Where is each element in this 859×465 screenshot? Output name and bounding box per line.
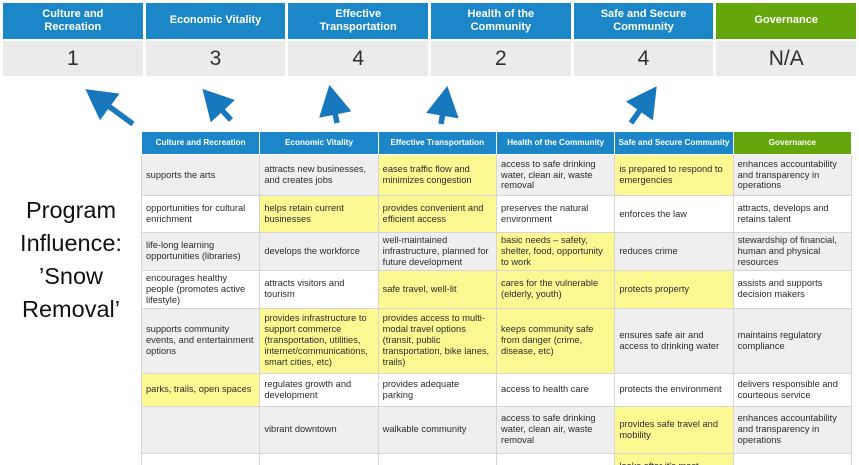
matrix-cell-highlighted: provides convenient and efficient access [377, 195, 497, 233]
summary-header-effective-transportation: Effective Transportation [288, 3, 429, 39]
matrix-cell: reduces crime [614, 232, 734, 271]
arrow-economic-icon [202, 88, 236, 123]
matrix-cell: assists and supports decision makers [732, 269, 853, 309]
matrix-cell: protects the environment [614, 372, 734, 407]
matrix-cell [140, 405, 261, 454]
summary-score-health-of-the-community: 2 [431, 41, 571, 76]
matrix-cell-highlighted: provides access to multi-modal travel op… [377, 307, 497, 374]
arrow-health-icon [426, 85, 459, 125]
summary-score-governance: N/A [716, 41, 857, 76]
summary-header-health-of-the-community: Health of the Community [431, 3, 571, 39]
matrix-header-economic-vitality: Economic Vitality [259, 131, 379, 155]
matrix-cell-highlighted: basic needs – safety, shelter, food, opp… [495, 232, 616, 271]
matrix-cell: access to safe drinking water, clean air… [495, 154, 616, 196]
summary-score-culture-and-recreation: 1 [3, 41, 143, 76]
influence-matrix: Culture and Recreation Economic Vitality E… [140, 131, 853, 465]
matrix-header-safe-and-secure-community: Safe and Secure Community [614, 131, 734, 155]
matrix-cell: maintains regulatory compliance [732, 307, 853, 374]
program-label-line: Program [25, 197, 117, 223]
matrix-cell: provides adequate parking [377, 372, 497, 407]
program-label-line: Influence: [20, 229, 122, 256]
matrix-cell [377, 452, 497, 465]
matrix-header-effective-transportation: Effective Transportation [377, 131, 497, 155]
matrix-cell-highlighted: is prepared to respond to emergencies [614, 154, 734, 196]
matrix-cell: stewardship of financial, human and phys… [732, 232, 853, 271]
matrix-row: supports the arts attracts new businesses… [140, 154, 853, 196]
matrix-header-culture-and-recreation: Culture and Recreation [140, 131, 261, 155]
matrix-row: encourages healthy people (promotes acti… [140, 269, 853, 309]
matrix-cell-highlighted: eases traffic flow and minimizes congest… [377, 154, 497, 196]
matrix-cell: vibrant downtown [259, 405, 379, 454]
program-label-line: ’Snow [38, 262, 103, 289]
matrix-cell: access to health care [495, 372, 616, 407]
matrix-cell: supports community events, and entertain… [140, 307, 261, 374]
matrix-cell-highlighted: cares for the vulnerable (elderly, youth… [495, 269, 616, 309]
matrix-cell: well-maintained infrastructure, planned … [377, 232, 497, 271]
matrix-cell-highlighted: provides infrastructure to support comme… [259, 307, 379, 374]
arrow-safe-icon [625, 86, 657, 125]
matrix-row: life-long learning opportunities (librar… [140, 232, 853, 271]
matrix-row: looks after it's most vulnerable [140, 452, 853, 465]
matrix-cell-highlighted: parks, trails, open spaces [140, 372, 261, 407]
matrix-cell: attracts, develops and retains talent [732, 195, 853, 233]
matrix-cell [732, 452, 853, 465]
matrix-row: supports community events, and entertain… [140, 307, 853, 374]
matrix-cell: encourages healthy people (promotes acti… [140, 269, 261, 309]
matrix-cell: supports the arts [140, 154, 261, 196]
arrow-culture-icon [85, 89, 135, 127]
matrix-cell: enhances accountability and transparency… [732, 154, 853, 196]
arrow-transportation-icon [319, 84, 352, 124]
matrix-cell-highlighted: looks after it's most vulnerable [614, 452, 734, 465]
matrix-row: vibrant downtown walkable community access… [140, 405, 853, 454]
matrix-cell: regulates growth and development [259, 372, 379, 407]
summary-score-effective-transportation: 4 [288, 41, 429, 76]
matrix-body: supports the arts attracts new businesses… [140, 154, 853, 465]
matrix-cell-highlighted: safe travel, well-lit [377, 269, 497, 309]
program-influence-label: Program Influence: ’Snow Removal’ [2, 194, 140, 326]
matrix-cell [259, 452, 379, 465]
matrix-cell [495, 452, 616, 465]
summary-score-safe-and-secure-community: 4 [573, 41, 714, 76]
matrix-cell: enforces the law [614, 195, 734, 233]
matrix-header-governance: Governance [732, 131, 853, 155]
matrix-cell: preserves the natural environment [495, 195, 616, 233]
matrix-cell-highlighted: keeps community safe from danger (crime,… [495, 307, 616, 374]
program-label-line: Removal’ [22, 295, 120, 322]
matrix-header-row: Culture and Recreation Economic Vitality E… [140, 131, 853, 155]
matrix-cell-highlighted: provides safe travel and mobility [614, 405, 734, 454]
summary-band: Culture and Recreation Economic Vitality E… [3, 3, 857, 76]
matrix-cell: access to safe drinking water, clean air… [495, 405, 616, 454]
matrix-cell: attracts visitors and tourism [259, 269, 379, 309]
matrix-cell: walkable community [377, 405, 497, 454]
summary-header-economic-vitality: Economic Vitality [145, 3, 286, 39]
matrix-cell: life-long learning opportunities (librar… [140, 232, 261, 271]
matrix-cell: develops the workforce [259, 232, 379, 271]
matrix-cell-highlighted: protects property [614, 269, 734, 309]
matrix-cell-highlighted: helps retain current businesses [259, 195, 379, 233]
matrix-row: parks, trails, open spaces regulates grow… [140, 372, 853, 407]
matrix-header-health-of-the-community: Health of the Community [495, 131, 616, 155]
matrix-cell [140, 452, 261, 465]
summary-header-row: Culture and Recreation Economic Vitality E… [3, 3, 857, 39]
matrix-cell: enhances accountability and transparency… [732, 405, 853, 454]
summary-header-safe-and-secure-community: Safe and Secure Community [573, 3, 714, 39]
summary-header-culture-and-recreation: Culture and Recreation [3, 3, 143, 39]
matrix-cell: delivers responsible and courteous servi… [732, 372, 853, 407]
summary-score-row: 1 3 4 2 4 N/A [3, 39, 857, 76]
matrix-cell: ensures safe air and access to drinking … [614, 307, 734, 374]
matrix-cell: opportunities for cultural enrichment [140, 195, 261, 233]
summary-score-economic-vitality: 3 [145, 41, 286, 76]
matrix-row: opportunities for cultural enrichment hel… [140, 195, 853, 233]
matrix-cell: attracts new businesses, and creates job… [259, 154, 379, 196]
summary-header-governance: Governance [716, 3, 857, 39]
